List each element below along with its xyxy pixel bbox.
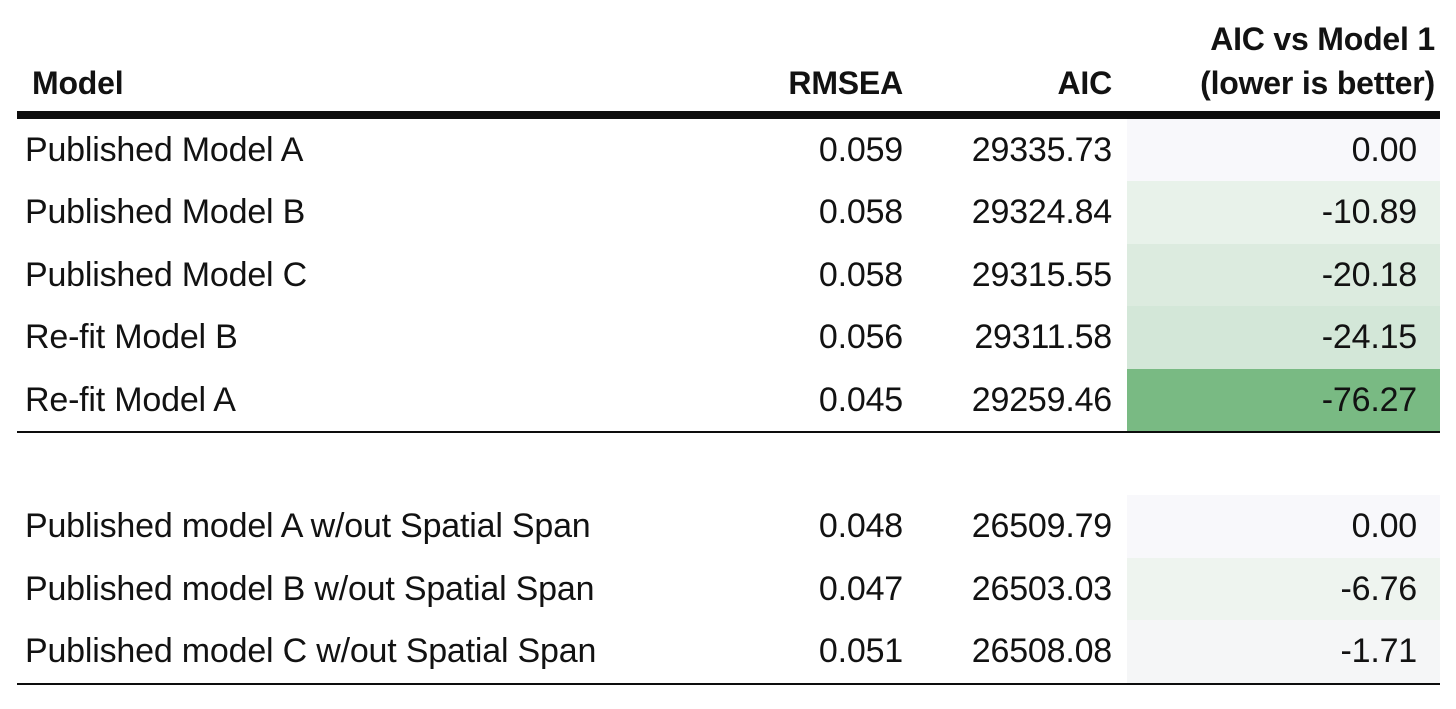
table-row: Published model A w/out Spatial Span 0.0… [17,495,1440,558]
rmsea-cell: 0.045 [818,380,903,419]
aic-delta-cell: -24.15 [1127,306,1440,369]
table-row: Published Model B 0.058 29324.84 -10.89 [17,181,1440,244]
model-name-cell: Published model C w/out Spatial Span [25,632,597,671]
model-name-cell: Published Model B [25,193,306,232]
aic-delta-cell: -1.71 [1127,620,1440,683]
model-name-cell: Re-fit Model B [25,318,238,357]
header-aic: AIC [1057,65,1112,101]
model-name-cell: Published model B w/out Spatial Span [25,569,595,608]
header-divider-rule [17,111,1440,119]
model-name-cell: Published Model C [25,255,307,294]
header-rmsea: RMSEA [788,65,903,101]
aic-delta-cell: -76.27 [1127,368,1440,431]
rmsea-cell: 0.047 [818,569,903,608]
rmsea-cell: 0.051 [818,632,903,671]
model-name-cell: Published model A w/out Spatial Span [25,507,591,546]
aic-delta-cell: -20.18 [1127,243,1440,307]
table-row: Re-fit Model B 0.056 29311.58 -24.15 [17,306,1440,369]
model-name-cell: Re-fit Model A [25,380,236,419]
table-section-published-refit: Published Model A 0.059 29335.73 0.00 Pu… [17,119,1440,431]
aic-cell: 29315.55 [971,255,1112,294]
aic-cell: 26508.08 [971,632,1112,671]
aic-cell: 29324.84 [971,193,1112,232]
table-row: Published model C w/out Spatial Span 0.0… [17,620,1440,683]
header-aic-delta: AIC vs Model 1 (lower is better) [1127,17,1440,105]
aic-cell: 29335.73 [971,131,1112,169]
header-aic-delta-line1: AIC vs Model 1 [1210,21,1435,57]
model-name-cell: Published Model A [25,131,304,169]
table-row: Published model B w/out Spatial Span 0.0… [17,557,1440,621]
aic-delta-cell: -10.89 [1127,181,1440,244]
rmsea-cell: 0.056 [818,318,903,357]
aic-cell: 26503.03 [971,569,1112,608]
aic-cell: 29259.46 [971,380,1112,419]
table-row: Published Model C 0.058 29315.55 -20.18 [17,243,1440,307]
aic-delta-cell: -6.76 [1127,557,1440,621]
table-row: Re-fit Model A 0.045 29259.46 -76.27 [17,368,1440,431]
rmsea-cell: 0.058 [818,255,903,294]
header-model: Model [32,65,124,101]
table-row: Published Model A 0.059 29335.73 0.00 [17,119,1440,182]
header-aic-delta-line2: (lower is better) [1200,65,1435,101]
model-comparison-table: Model RMSEA AIC AIC vs Model 1 (lower is… [17,0,1440,686]
rmsea-cell: 0.048 [818,507,903,546]
rmsea-cell: 0.059 [818,131,903,169]
aic-delta-cell: 0.00 [1127,495,1440,558]
table-bottom-rule [17,682,1440,686]
table-section-without-spatial-span: Published model A w/out Spatial Span 0.0… [17,495,1440,683]
aic-cell: 26509.79 [971,507,1112,546]
section-divider-rule [17,430,1440,434]
aic-cell: 29311.58 [974,318,1112,357]
section-gap [17,433,1440,495]
table-header-row: Model RMSEA AIC AIC vs Model 1 (lower is… [17,0,1440,111]
rmsea-cell: 0.058 [818,193,903,232]
aic-delta-cell: 0.00 [1127,119,1440,182]
